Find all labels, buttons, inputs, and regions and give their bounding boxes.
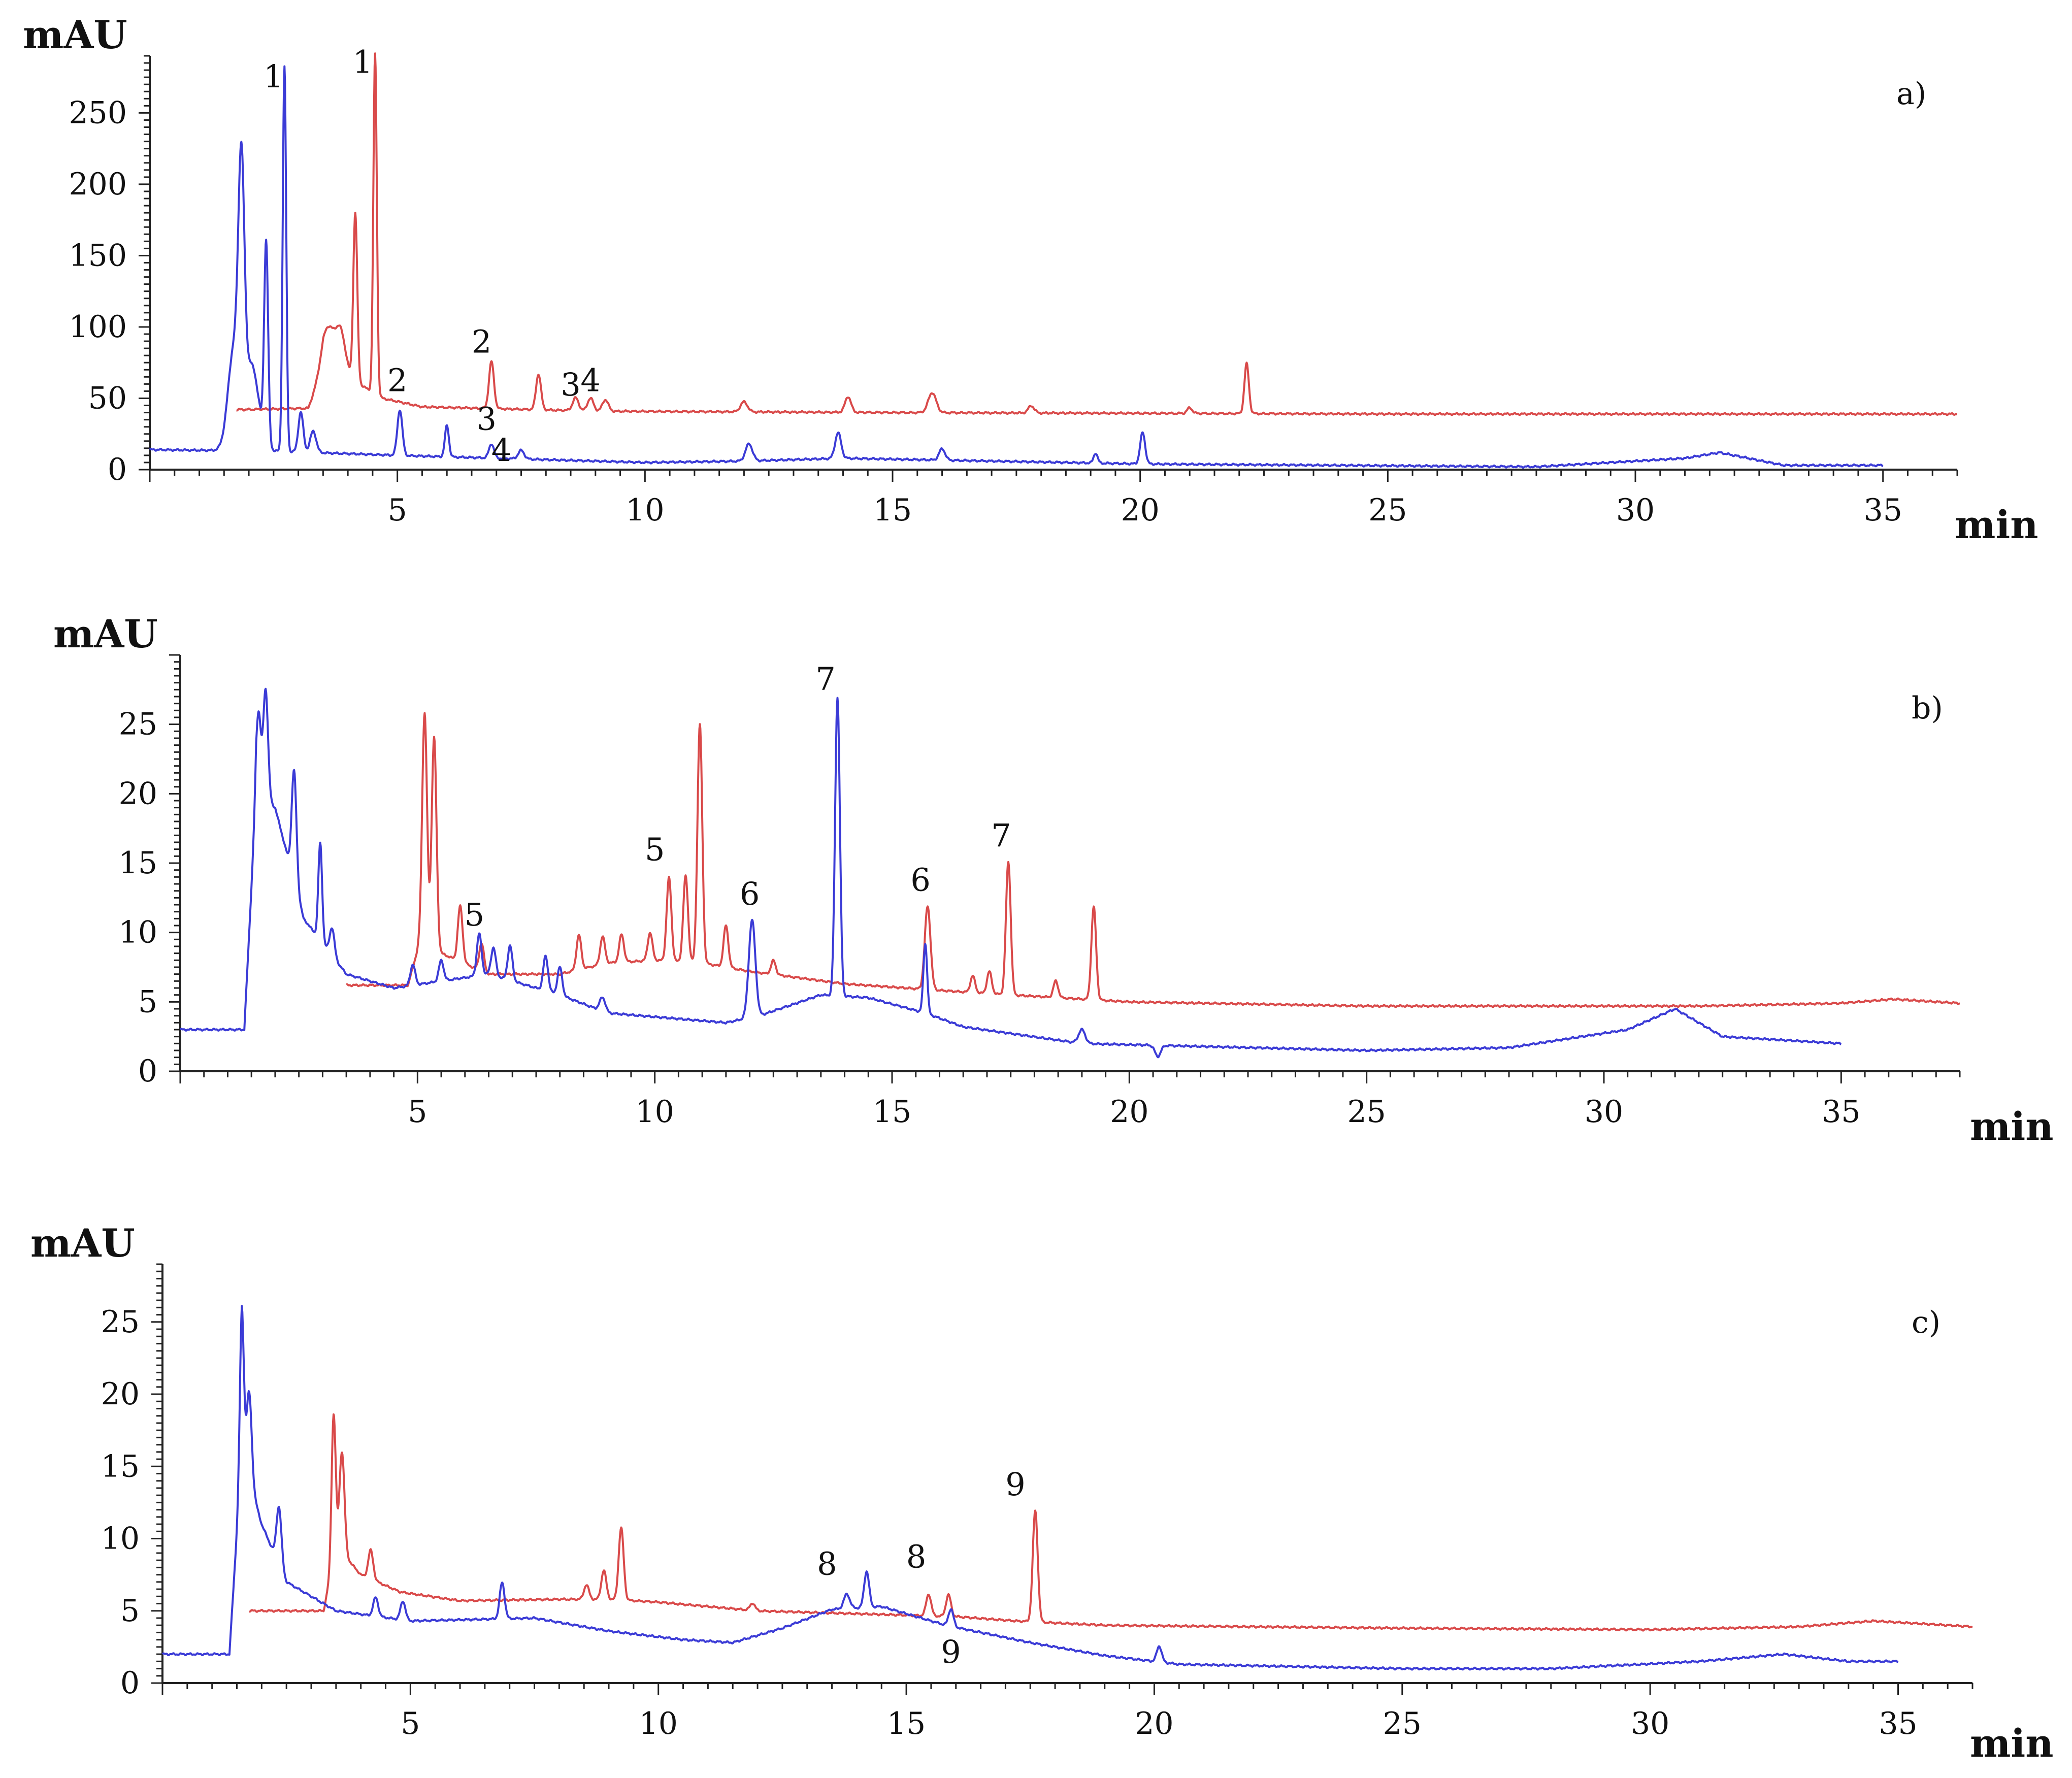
x-tick-label: 35	[1864, 492, 1902, 528]
peak-label: 9	[941, 1633, 961, 1670]
x-tick-label: 25	[1347, 1094, 1386, 1130]
x-tick-label: 10	[639, 1706, 678, 1741]
y-tick-label: 20	[119, 776, 157, 811]
peak-label: 8	[906, 1538, 926, 1575]
peak-label: 4	[491, 432, 511, 469]
x-tick-label: 5	[388, 492, 407, 528]
y-tick-label: 0	[108, 452, 127, 487]
x-tick-label: 25	[1383, 1706, 1422, 1741]
y-tick-label: 50	[88, 380, 127, 416]
red-trace-line	[248, 1413, 1973, 1632]
x-tick-label: 20	[1135, 1706, 1173, 1741]
peak-label: 6	[910, 862, 930, 899]
x-tick-label: 30	[1631, 1706, 1669, 1741]
peak-label: 5	[645, 831, 665, 868]
peak-label: 2	[472, 323, 491, 360]
y-tick-label: 150	[69, 238, 127, 273]
blue-trace-line	[149, 65, 1884, 469]
y-tick-label: 20	[101, 1376, 140, 1412]
peak-label: 1	[264, 58, 283, 95]
chart-panel-b: 5 10 15 20 25 30 35 0 5 10 15 20 25 mAU min b) 5 5 6 6 7 7	[53, 611, 2054, 1149]
x-axis-label: min	[1970, 1104, 2054, 1149]
y-tick-label: 5	[138, 984, 157, 1019]
peak-label: 5	[465, 896, 484, 933]
peak-label: 8	[817, 1545, 837, 1583]
y-axis-label: mAU	[53, 611, 158, 656]
x-tick-label: 25	[1368, 492, 1407, 528]
x-tick-label: 5	[401, 1706, 420, 1741]
y-axis-label: mAU	[23, 12, 127, 57]
x-tick-label: 10	[626, 492, 664, 528]
x-tick-label: 30	[1616, 492, 1655, 528]
panel-label: b)	[1912, 690, 1943, 726]
x-tick-label: 15	[887, 1706, 926, 1741]
peak-label: 2	[387, 361, 407, 399]
x-tick-label: 15	[873, 1094, 911, 1130]
peak-label: 4	[580, 361, 600, 399]
peak-label: 7	[991, 817, 1011, 854]
peak-label: 3	[561, 366, 580, 403]
y-tick-label: 100	[69, 309, 127, 345]
red-trace-line	[346, 712, 1961, 1008]
x-tick-label: 20	[1110, 1094, 1148, 1130]
x-tick-label: 30	[1585, 1094, 1623, 1130]
x-tick-label: 5	[408, 1094, 427, 1130]
y-tick-label: 10	[101, 1521, 140, 1557]
x-tick-label: 15	[873, 492, 912, 528]
x-tick-label: 10	[635, 1094, 674, 1130]
y-tick-label: 10	[119, 915, 157, 950]
y-tick-label: 25	[119, 707, 157, 742]
red-trace-line	[236, 52, 1958, 416]
panel-label: a)	[1896, 76, 1926, 112]
y-tick-label: 200	[69, 167, 127, 202]
x-tick-label: 20	[1121, 492, 1160, 528]
peak-label: 3	[477, 400, 497, 437]
x-tick-label: 35	[1879, 1706, 1917, 1741]
y-tick-label: 15	[101, 1448, 140, 1484]
peak-label: 1	[353, 44, 373, 81]
y-tick-label: 0	[120, 1665, 140, 1701]
y-tick-label: 250	[69, 95, 127, 130]
y-tick-label: 15	[119, 845, 157, 881]
x-tick-label: 35	[1822, 1094, 1860, 1130]
x-axis-label: min	[1955, 502, 2038, 547]
peak-label: 7	[815, 660, 835, 697]
chart-panel-c: 5 10 15 20 25 30 35 0 5 10 15 20 25 mAU min c) 8 8 9 9	[30, 1221, 2054, 1766]
y-tick-label: 0	[138, 1053, 157, 1089]
y-tick-label: 5	[120, 1593, 140, 1629]
peak-label: 9	[1005, 1466, 1025, 1503]
panel-label: c)	[1912, 1305, 1941, 1340]
y-axis-label: mAU	[30, 1221, 135, 1266]
x-axis-label: min	[1970, 1721, 2054, 1766]
blue-trace-line	[161, 1305, 1899, 1671]
chart-panel-a: 5 10 15 20 25 30 35 0 50 100 150 200 250 mAU min a) 1 1 2 2…	[23, 12, 2038, 547]
peak-label: 6	[740, 875, 760, 912]
blue-trace-line	[179, 687, 1842, 1059]
y-tick-label: 25	[101, 1304, 140, 1340]
